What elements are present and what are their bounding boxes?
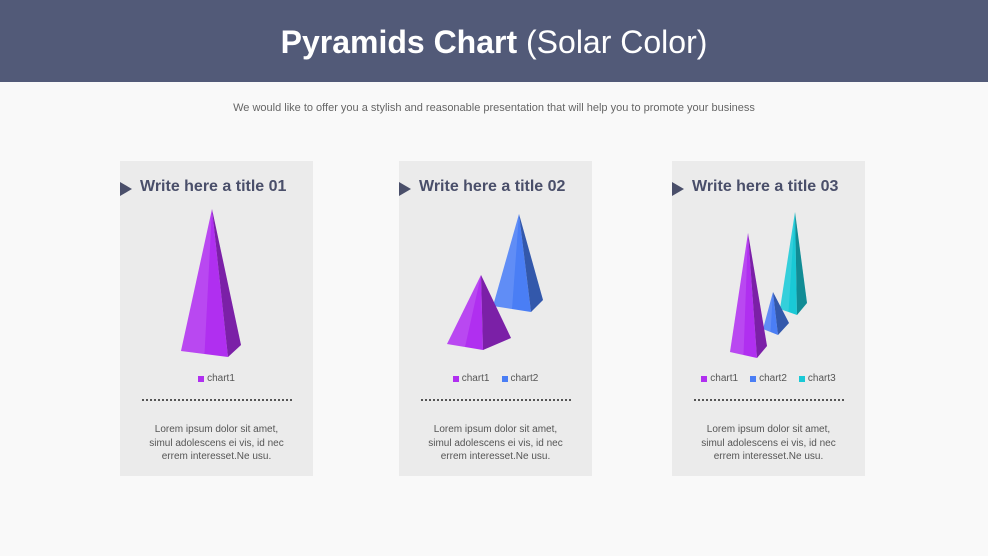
text-line: simul adolescens ei vis, id nec	[701, 437, 836, 449]
pyramid-chart	[730, 212, 807, 358]
divider	[142, 399, 292, 401]
legend-label: chart2	[510, 373, 539, 384]
pyramid-front	[181, 209, 228, 357]
text-line: simul adolescens ei vis, id nec	[149, 437, 284, 449]
legend-label: chart3	[807, 373, 836, 384]
divider	[694, 399, 844, 401]
pyramid-light	[181, 209, 212, 354]
text-line: errem interesset.Ne usu.	[713, 451, 824, 462]
title-light: (Solar Color)	[526, 24, 708, 60]
pyramid-chart	[181, 209, 241, 357]
legend-label: chart1	[710, 373, 739, 384]
legend-swatch	[701, 375, 708, 382]
legend-swatch	[452, 375, 459, 382]
pyramid	[493, 214, 543, 312]
pyramid-light	[780, 212, 795, 312]
panel-title: Write here a title 01	[140, 178, 287, 195]
pyramid-shade	[748, 233, 767, 358]
pyramid-shade	[481, 275, 511, 350]
legend-item: chart3	[798, 373, 836, 384]
header: Pyramids Chart (Solar Color)	[0, 0, 988, 82]
panel: Write here a title 01 chart1 Lorem ipsum d…	[120, 161, 313, 476]
panel-title: Write here a title 02	[419, 178, 566, 195]
pyramid-light	[763, 292, 773, 332]
legend-label: chart1	[207, 373, 235, 384]
legend: chart1	[120, 373, 313, 384]
pyramid-side	[773, 292, 789, 335]
text-line: errem interesset.Ne usu.	[161, 451, 272, 462]
title-marker	[672, 182, 684, 196]
title-bold: Pyramids Chart	[280, 24, 518, 60]
pyramid-shade	[773, 292, 789, 335]
panel-text: Lorem ipsum dolor sit amet, simul adolesc…	[399, 423, 592, 464]
title-marker	[399, 182, 411, 196]
pyramid-shade	[795, 212, 807, 315]
pyramid-front	[493, 214, 531, 312]
pyramid-shade	[519, 214, 543, 312]
pyramid	[780, 212, 807, 315]
text-line: errem interesset.Ne usu.	[440, 451, 551, 462]
text-line: Lorem ipsum dolor sit amet,	[154, 424, 279, 435]
panel-text: Lorem ipsum dolor sit amet, simul adolesc…	[120, 423, 313, 464]
pyramid	[447, 275, 511, 350]
pyramid-light	[447, 275, 481, 347]
pyramid-front	[447, 275, 483, 350]
pyramid-light	[493, 214, 519, 309]
title-marker	[120, 182, 132, 196]
pyramid-side	[519, 214, 543, 312]
pyramid	[763, 292, 789, 335]
subtitle: We would like to offer you a stylish and…	[233, 102, 755, 114]
legend-label: chart1	[461, 373, 490, 384]
text-line: Lorem ipsum dolor sit amet,	[706, 424, 831, 435]
legend: chart1 chart2	[399, 373, 592, 384]
legend-swatch	[750, 375, 757, 382]
pyramid-side	[212, 209, 241, 357]
legend-item: chart2	[750, 373, 787, 384]
legend-swatch	[198, 375, 205, 382]
divider	[421, 399, 571, 401]
text-line: simul adolescens ei vis, id nec	[428, 437, 563, 449]
legend-item: chart1	[701, 373, 738, 384]
pyramid-light	[730, 233, 748, 355]
pyramid-front	[780, 212, 797, 315]
pyramid-chart	[447, 214, 543, 350]
panel-title: Write here a title 03	[692, 178, 839, 195]
legend-swatch	[798, 375, 805, 382]
pyramid-side	[795, 212, 807, 315]
pyramid-side	[481, 275, 511, 350]
pyramid	[181, 209, 241, 357]
legend-label: chart2	[759, 373, 787, 384]
pyramid	[730, 233, 767, 358]
panel: Write here a title 02 chart1 chart2 Lorem i…	[399, 161, 592, 476]
legend-swatch	[501, 375, 508, 382]
pyramid-shade	[212, 209, 241, 357]
panel: Write here a title 03 chart1 chart2 chart3 L…	[672, 161, 865, 476]
text-line: Lorem ipsum dolor sit amet,	[433, 424, 558, 435]
legend: chart1 chart2 chart3	[672, 373, 865, 384]
pyramid-side	[748, 233, 767, 358]
legend-item: chart1	[452, 373, 490, 384]
legend-item: chart2	[501, 373, 539, 384]
panel-text: Lorem ipsum dolor sit amet, simul adolesc…	[672, 423, 865, 464]
legend-item: chart1	[198, 373, 235, 384]
